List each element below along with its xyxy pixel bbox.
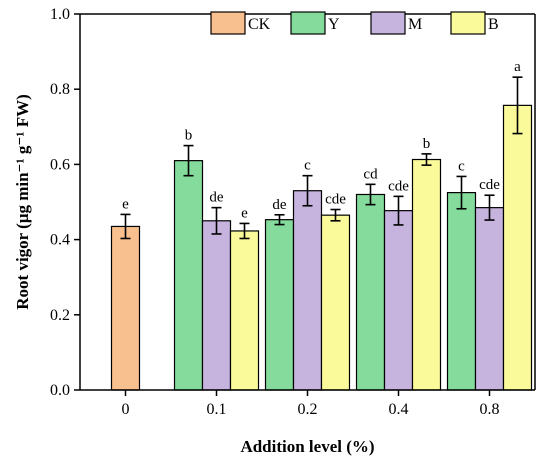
legend-label-b: B [488, 16, 499, 33]
significance-label-y-0.4: cd [363, 166, 378, 182]
bar-b-0.2 [320, 214, 351, 391]
bar-y-0.1 [173, 160, 204, 391]
significance-label-y-0.2: de [272, 197, 287, 213]
bar-m-0.8 [474, 207, 505, 391]
bar-b-0.8 [502, 104, 533, 391]
y-tick-label-5: 1.0 [50, 6, 70, 23]
legend-swatch-ck [210, 11, 246, 35]
bar-b-0.1 [229, 230, 260, 391]
x-tick-label-3: 0.4 [389, 401, 409, 418]
legend-label-y: Y [328, 16, 340, 33]
legend-label-ck: CK [248, 16, 271, 33]
significance-label-m-0.2: c [304, 158, 311, 174]
bar-y-0.2 [264, 219, 295, 391]
significance-label-b-0.8: a [514, 59, 521, 75]
legend-swatch-m [370, 11, 406, 35]
significance-label-ck-0: e [122, 196, 129, 212]
x-tick-label-1: 0.1 [207, 401, 227, 418]
error-bars-layer [120, 76, 523, 240]
significance-label-b-0.2: cde [325, 192, 346, 208]
significance-label-m-0.4: cde [388, 178, 409, 194]
x-tick-label-4: 0.8 [480, 401, 500, 418]
significance-label-y-0.1: b [185, 128, 193, 144]
x-tick-label-2: 0.2 [298, 401, 318, 418]
legend-label-m: M [408, 16, 422, 33]
x-tick-label-0: 0 [122, 401, 130, 418]
bar-y-0.8 [446, 192, 477, 391]
significance-label-m-0.1: de [209, 190, 224, 206]
bar-m-0.1 [201, 220, 232, 391]
significance-label-b-0.4: b [423, 136, 431, 152]
bar-m-0.4 [383, 210, 414, 391]
significance-label-m-0.8: cde [479, 177, 500, 193]
significance-label-y-0.8: c [458, 158, 465, 174]
bar-b-0.4 [411, 158, 442, 391]
y-tick-label-2: 0.4 [50, 232, 70, 249]
y-tick-label-3: 0.6 [50, 156, 70, 173]
y-tick-label-0: 0.0 [50, 382, 70, 399]
y-tick-label-4: 0.8 [50, 81, 70, 98]
significance-label-b-0.1: e [241, 205, 248, 221]
bar-ck-0 [110, 225, 141, 391]
bars-layer [110, 104, 533, 391]
y-axis-label: Root vigor (μg min⁻¹ g⁻¹ FW) [13, 94, 32, 309]
y-tick-label-1: 0.2 [50, 307, 70, 324]
legend-swatch-y [290, 11, 326, 35]
x-axis-label: Addition level (%) [240, 437, 374, 456]
bar-m-0.2 [292, 190, 323, 391]
legend-swatch-b [450, 11, 486, 35]
bar-y-0.4 [355, 193, 386, 391]
legend: CK Y M B [210, 11, 499, 35]
